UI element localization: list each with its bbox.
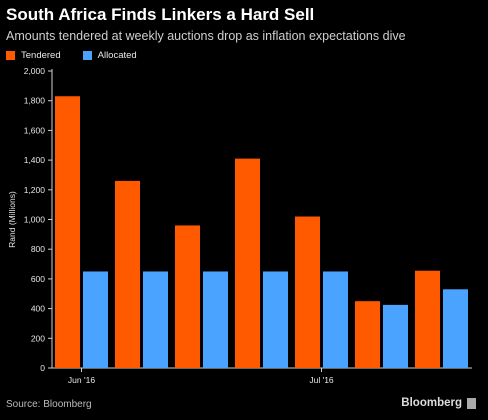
x-tick-label: Jun '16 [68,375,95,385]
bar-allocated-1 [143,271,168,368]
legend-swatch-allocated [82,51,92,60]
y-tick-label: 1,000 [24,215,46,225]
bar-tendered-1 [115,180,140,368]
legend-item-allocated: Allocated [82,50,137,61]
legend: Tendered Allocated [6,50,159,61]
brand-logo: Bloomberg [401,397,462,409]
legend-item-tendered: Tendered [6,50,61,61]
bar-tendered-6 [415,270,440,368]
bar-allocated-3 [263,271,288,368]
bar-tendered-0 [55,96,80,369]
y-tick-label: 1,600 [24,125,46,135]
bar-allocated-6 [443,289,468,368]
bookmark-icon [467,398,476,409]
bar-tendered-4 [295,216,320,368]
chart-subtitle: Amounts tendered at weekly auctions drop… [6,29,406,43]
y-tick-label: 800 [31,244,45,254]
y-tick-label: 400 [31,304,45,314]
y-tick-label: 2,000 [24,66,46,76]
y-axis-label: Rand (Millions) [7,191,17,248]
bar-allocated-4 [323,271,348,368]
bar-tendered-3 [235,158,260,368]
y-tick-label: 0 [40,363,45,373]
source-note: Source: Bloomberg [6,399,92,410]
bar-allocated-0 [83,271,108,368]
bar-tendered-2 [175,225,200,368]
y-tick-label: 1,400 [24,155,46,165]
legend-swatch-tendered [6,51,15,60]
legend-label-allocated: Allocated [97,50,137,61]
bar-allocated-2 [203,271,228,368]
bar-tendered-5 [355,301,380,368]
y-tick-label: 1,200 [24,185,46,195]
bar-allocated-5 [383,304,408,368]
x-tick-label: Jul '16 [309,375,334,385]
y-tick-label: 600 [31,274,45,284]
y-tick-label: 1,800 [24,96,46,106]
legend-label-tendered: Tendered [21,50,61,61]
chart-title: South Africa Finds Linkers a Hard Sell [6,5,315,24]
y-tick-label: 200 [31,333,45,343]
